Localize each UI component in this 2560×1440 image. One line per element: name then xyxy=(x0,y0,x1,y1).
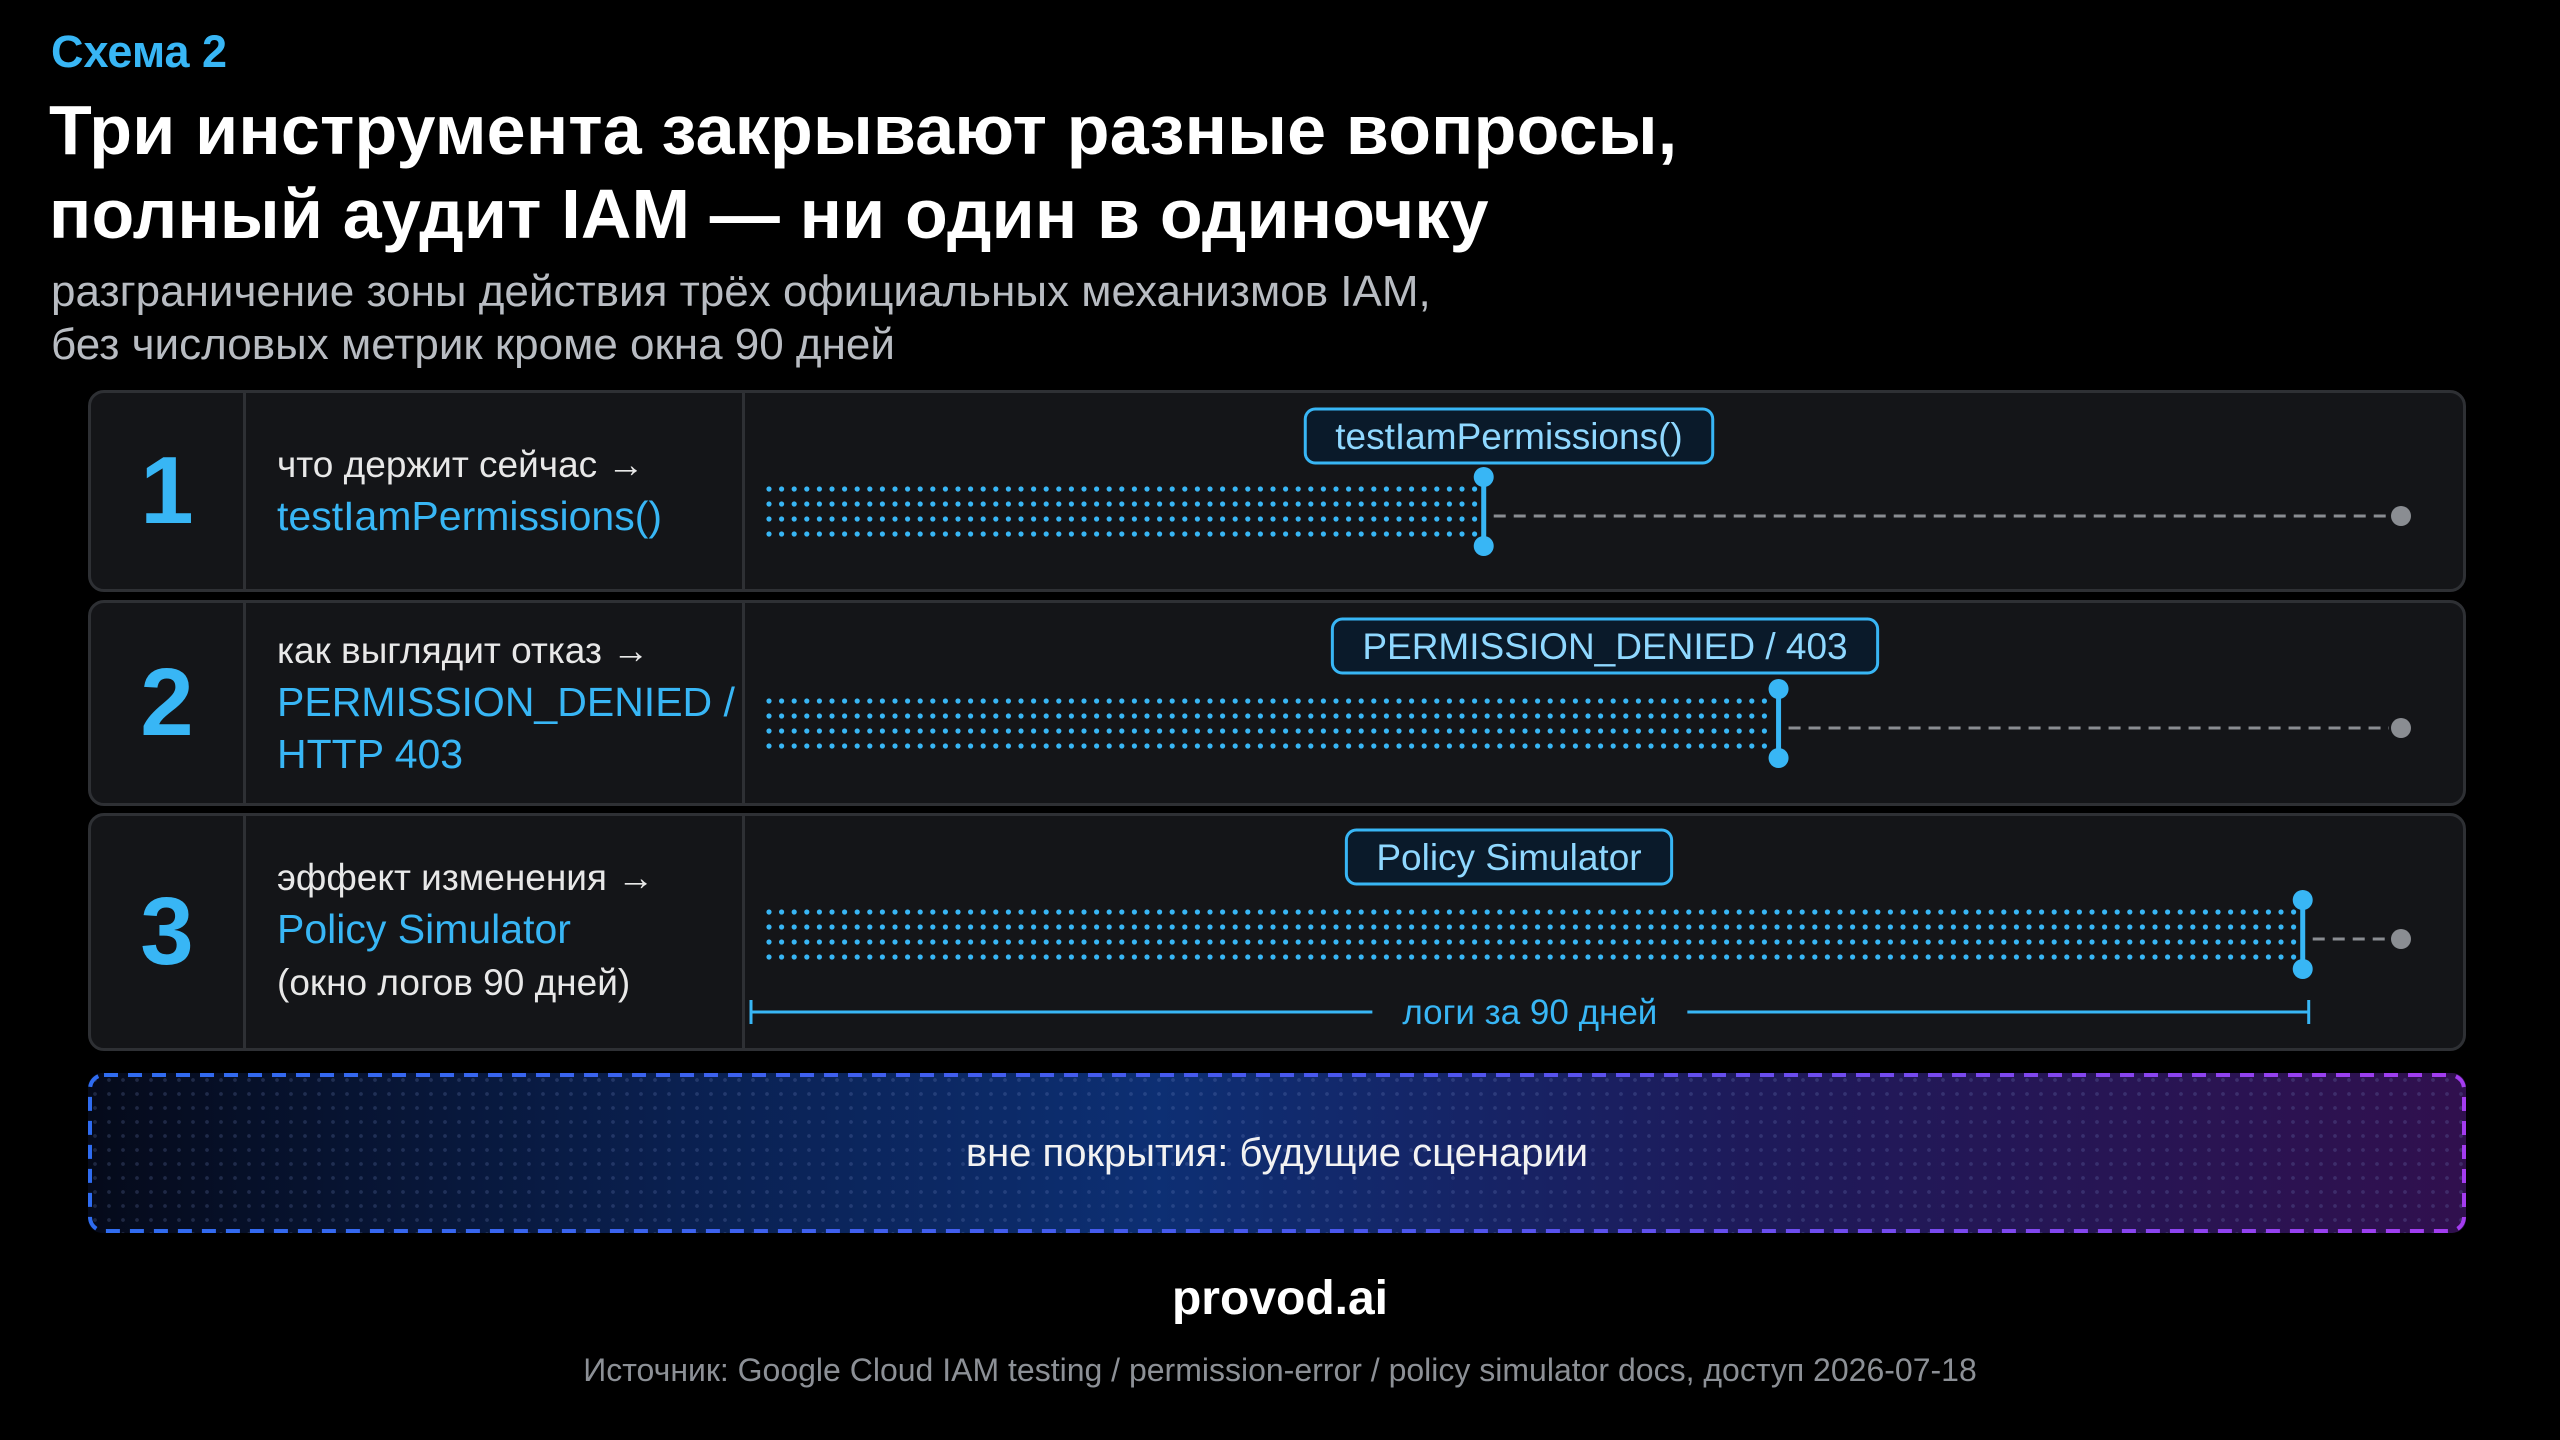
boundary-bottom-dot xyxy=(2292,959,2313,979)
row-tool-name: Policy Simulator xyxy=(277,906,571,952)
tool-row-3: 3 эффект изменения → Policy Simulator (о… xyxy=(88,813,2466,1051)
row-question: эффект изменения → xyxy=(277,857,655,898)
boundary-top-dot xyxy=(1473,467,1494,487)
row-description: что держит сейчас → testIamPermissions() xyxy=(243,393,745,589)
coverage-bar: testIamPermissions() xyxy=(766,407,2411,556)
track-end-dot xyxy=(2391,718,2411,738)
row-description: эффект изменения → Policy Simulator (окн… xyxy=(243,816,745,1048)
boundary-top-dot xyxy=(1768,679,1789,699)
source-note: Источник: Google Cloud IAM testing / per… xyxy=(583,1352,1977,1388)
bar-label-box xyxy=(1330,617,1880,675)
page-subtitle: разграничение зоны действия трёх официал… xyxy=(51,265,1431,371)
row-tool-name: PERMISSION_DENIED / xyxy=(277,679,735,725)
boundary-top-dot xyxy=(2292,890,2313,910)
track-end-dot xyxy=(2391,506,2411,526)
boundary-bottom-dot xyxy=(1473,536,1494,556)
row-tool-name-line-2: HTTP 403 xyxy=(277,731,464,777)
title-line-1: Три инструмента закрывают разные вопросы… xyxy=(49,91,1678,169)
coverage-dots xyxy=(766,698,1767,749)
boundary-bottom-dot xyxy=(1768,748,1789,768)
log-window-label: логи за 90 дней xyxy=(1402,993,1657,1032)
row-question: как выглядит отказ → xyxy=(277,630,650,671)
brand-logo-text: provod.ai xyxy=(1171,1272,1389,1325)
row-description: как выглядит отказ → PERMISSION_DENIED /… xyxy=(243,603,745,803)
out-of-scope-label: вне покрытия: будущие сценарии xyxy=(965,1130,1589,1175)
scheme-label: Схема 2 xyxy=(51,26,228,77)
bar-label: PERMISSION_DENIED / 403 xyxy=(1362,626,1847,667)
coverage-dots xyxy=(766,909,2297,960)
track-end-dot xyxy=(2391,929,2411,949)
page-title: Три инструмента закрывают разные вопросы… xyxy=(49,88,1677,256)
row-number: 2 xyxy=(91,603,246,803)
coverage-bar: PERMISSION_DENIED / 403 xyxy=(766,617,2411,768)
row-note: (окно логов 90 дней) xyxy=(277,962,631,1003)
bar-label: testIamPermissions() xyxy=(1335,416,1682,457)
out-of-scope-border xyxy=(88,1073,2466,1233)
row-tool-name: testIamPermissions() xyxy=(277,493,663,539)
row-number: 1 xyxy=(91,393,246,589)
coverage-bar: Policy Simulator логи за 90 дней xyxy=(749,828,2411,1032)
row-number: 3 xyxy=(91,816,246,1048)
bar-label-box xyxy=(1303,407,1715,465)
title-line-2: полный аудит IAM — ни один в одиночку xyxy=(49,175,1489,253)
subtitle-line-1: разграничение зоны действия трёх официал… xyxy=(51,267,1431,316)
subtitle-line-2: без числовых метрик кроме окна 90 дней xyxy=(51,320,895,369)
row-question: что держит сейчас → xyxy=(277,444,645,485)
tool-row-2: 2 как выглядит отказ → PERMISSION_DENIED… xyxy=(88,600,2466,806)
out-of-scope-zone: вне покрытия: будущие сценарии xyxy=(88,1073,2466,1233)
bar-label: Policy Simulator xyxy=(1376,837,1641,878)
bar-label-box xyxy=(1344,828,1674,886)
tool-row-1: 1 что держит сейчас → testIamPermissions… xyxy=(88,390,2466,592)
coverage-dots xyxy=(766,486,1478,537)
